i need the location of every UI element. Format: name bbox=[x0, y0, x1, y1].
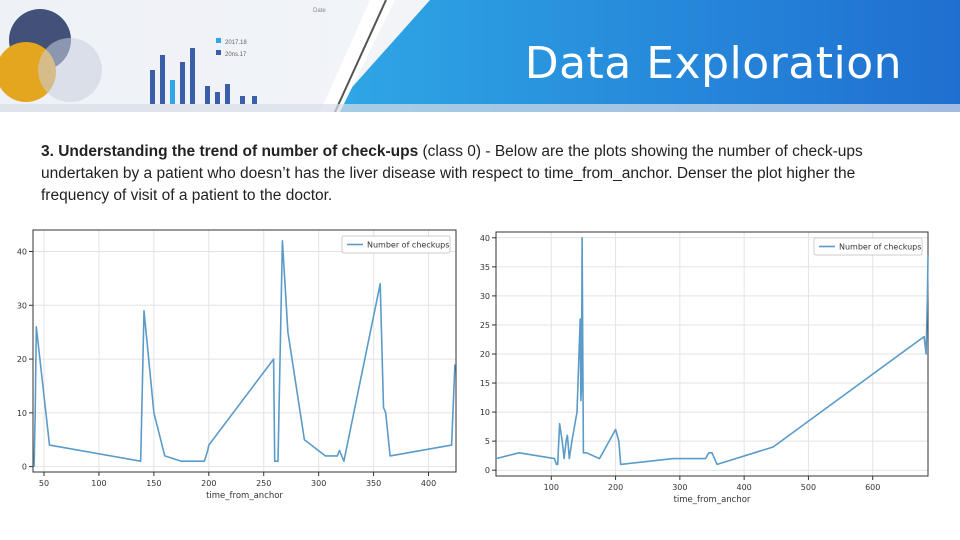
decor-label-1: 2017.18 bbox=[225, 40, 247, 46]
y-tick-label: 20 bbox=[480, 350, 490, 359]
x-tick-label: 100 bbox=[544, 483, 559, 492]
y-tick-label: 25 bbox=[480, 321, 490, 330]
banner-blue-panel bbox=[330, 0, 960, 112]
y-tick-label: 35 bbox=[480, 263, 490, 272]
legend-label: Number of checkups bbox=[839, 243, 921, 252]
checkups-line-chart-left: 50 100 150 200 250 300 350 400 0 10 20 30 40 time_fro… bbox=[17, 229, 457, 501]
checkups-line-chart-right: 100 200 300 400 500 600 0 5 10 15 20 25 30 35 40 time_f… bbox=[480, 231, 929, 505]
decor-label-3: Date bbox=[313, 8, 326, 14]
checkups-plot-right: 100 200 300 400 500 600 0 5 10 15 20 25 30 35 40 time_f… bbox=[467, 228, 935, 512]
x-tick-label: 100 bbox=[91, 479, 106, 488]
slide-title: Data Exploration bbox=[524, 38, 902, 89]
y-tick-label: 15 bbox=[480, 379, 490, 388]
banner-graphic: 2017.18 20ns.17 Date bbox=[0, 0, 960, 112]
x-tick-label: 150 bbox=[146, 479, 161, 488]
legend-box bbox=[341, 235, 451, 254]
y-tick-label: 10 bbox=[480, 408, 490, 417]
y-tick-label: 5 bbox=[485, 437, 490, 446]
y-tick-label: 20 bbox=[17, 355, 27, 364]
x-axis-label: time_from_anchor bbox=[674, 495, 751, 505]
series-line-number-of-checkups bbox=[495, 237, 929, 466]
legend-label: Number of checkups bbox=[367, 241, 449, 250]
x-tick-label: 400 bbox=[421, 479, 436, 488]
y-tick-label: 40 bbox=[480, 234, 490, 243]
x-tick-label: 200 bbox=[608, 483, 623, 492]
y-tick-label: 30 bbox=[480, 292, 490, 301]
slide-description: 3. Understanding the trend of number of … bbox=[41, 141, 901, 207]
y-tick-label: 10 bbox=[17, 409, 27, 418]
x-tick-label: 250 bbox=[256, 479, 271, 488]
description-body: (class 0) - Below are the plots showing … bbox=[41, 143, 863, 204]
x-tick-label: 350 bbox=[366, 479, 381, 488]
decor-label-2: 20ns.17 bbox=[225, 52, 247, 58]
y-tick-label: 30 bbox=[17, 301, 27, 310]
plot-frame bbox=[32, 229, 457, 473]
y-tick-label: 0 bbox=[22, 463, 27, 472]
decor-bar-chart: 2017.18 20ns.17 Date bbox=[150, 8, 326, 104]
x-axis-label: time_from_anchor bbox=[206, 491, 283, 501]
header-banner: 2017.18 20ns.17 Date Data Exploration bbox=[0, 0, 960, 112]
description-heading: 3. Understanding the trend of number of … bbox=[41, 143, 419, 160]
y-tick-label: 0 bbox=[485, 466, 490, 475]
x-tick-label: 300 bbox=[672, 483, 687, 492]
legend-box bbox=[813, 237, 923, 256]
x-tick-label: 600 bbox=[865, 483, 880, 492]
checkups-plot-left: 50 100 150 200 250 300 350 400 0 10 20 30 40 time_fro… bbox=[5, 226, 460, 510]
x-tick-label: 300 bbox=[311, 479, 326, 488]
y-tick-label: 40 bbox=[17, 248, 27, 257]
x-tick-label: 50 bbox=[39, 479, 49, 488]
series-line-number-of-checkups bbox=[33, 240, 456, 467]
x-tick-label: 200 bbox=[201, 479, 216, 488]
x-tick-label: 400 bbox=[737, 483, 752, 492]
x-tick-label: 500 bbox=[801, 483, 816, 492]
